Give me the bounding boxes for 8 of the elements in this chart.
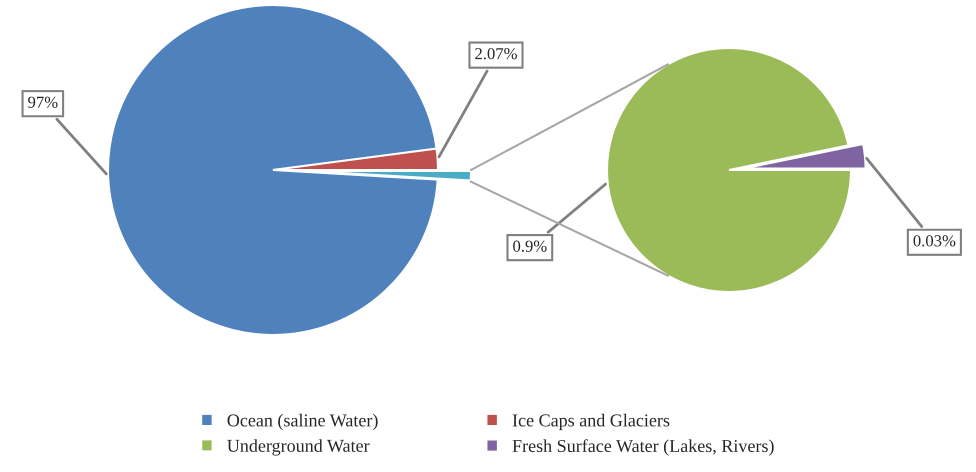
data-label: 97% <box>28 96 58 108</box>
legend-label: Ocean (saline Water) <box>228 414 378 430</box>
data-label: 0.03% <box>913 235 956 247</box>
legend-label: Ice Caps and Glaciers <box>512 414 670 430</box>
legend-label: Fresh Surface Water (Lakes, Rivers) <box>512 439 774 456</box>
data-label: 2.07% <box>475 48 517 60</box>
legend-label: Underground Water <box>227 439 370 456</box>
data-label: 0.9% <box>513 240 547 252</box>
